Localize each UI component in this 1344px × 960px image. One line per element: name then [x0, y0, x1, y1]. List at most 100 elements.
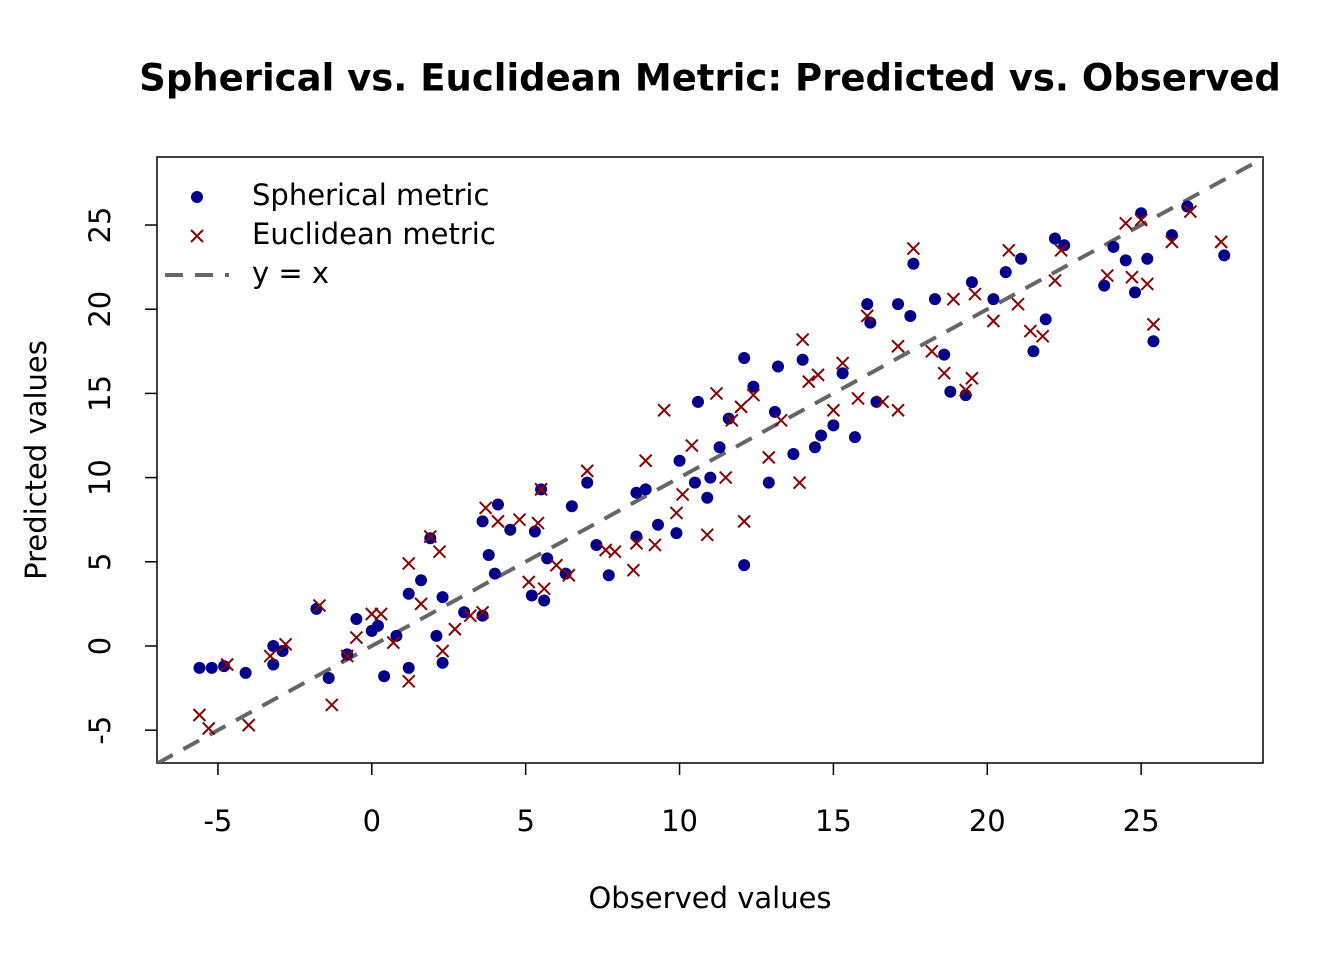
- point: [718, 470, 733, 485]
- point: [638, 454, 653, 468]
- point: [1119, 254, 1132, 267]
- point: [987, 293, 1000, 306]
- point: [738, 559, 751, 572]
- point: [312, 598, 327, 613]
- y-tick-label: -5: [83, 716, 117, 745]
- point: [725, 413, 739, 428]
- y-tick-label: 5: [83, 553, 117, 571]
- point: [928, 293, 941, 306]
- point: [220, 657, 234, 672]
- point: [424, 532, 437, 545]
- y-tick-label: 0: [83, 637, 117, 655]
- point: [1141, 252, 1154, 265]
- point: [746, 388, 761, 402]
- point: [673, 454, 686, 467]
- point: [1023, 324, 1038, 338]
- x-tick-label: 10: [661, 804, 698, 838]
- point: [1048, 232, 1061, 245]
- point: [488, 567, 501, 580]
- point: [861, 298, 874, 311]
- point: [826, 403, 841, 417]
- point: [1181, 200, 1194, 213]
- point: [1058, 239, 1071, 252]
- point: [851, 391, 865, 406]
- point: [1002, 243, 1016, 257]
- point: [278, 637, 293, 651]
- point: [436, 591, 449, 604]
- point: [629, 536, 644, 550]
- point: [860, 309, 874, 323]
- x-tick-label: 0: [363, 804, 381, 838]
- point: [811, 368, 825, 382]
- point: [458, 606, 471, 619]
- point: [1125, 270, 1139, 284]
- point: [374, 607, 388, 621]
- point: [192, 708, 207, 722]
- point: [1048, 273, 1062, 288]
- point: [738, 352, 751, 365]
- legend-label: Euclidean metric: [252, 217, 496, 251]
- point: [1027, 345, 1040, 358]
- point: [670, 527, 683, 540]
- point: [1098, 279, 1111, 292]
- y-tick-label: 15: [83, 375, 117, 412]
- legend-label: y = x: [252, 256, 329, 290]
- point: [836, 367, 849, 380]
- point: [657, 403, 671, 417]
- point: [1035, 329, 1050, 343]
- point: [478, 501, 493, 515]
- point: [999, 266, 1012, 279]
- point: [504, 523, 517, 536]
- point: [482, 549, 495, 562]
- point: [946, 292, 961, 306]
- point: [1054, 243, 1068, 257]
- point: [944, 385, 957, 398]
- point: [475, 605, 490, 620]
- x-tick-label: -5: [203, 804, 232, 838]
- point: [463, 608, 477, 623]
- point: [762, 476, 775, 489]
- point: [541, 552, 554, 565]
- point: [792, 475, 807, 490]
- point: [580, 464, 594, 478]
- point: [630, 530, 643, 543]
- point: [436, 656, 449, 669]
- point: [1128, 286, 1141, 299]
- point: [1039, 313, 1052, 326]
- plot-area: [157, 157, 1263, 763]
- y-tick-label: 20: [83, 291, 117, 328]
- point: [1107, 240, 1120, 253]
- point: [350, 613, 363, 626]
- point: [630, 486, 643, 499]
- point: [1165, 229, 1178, 242]
- point: [201, 721, 216, 736]
- point: [774, 413, 788, 428]
- point: [734, 400, 748, 414]
- point: [414, 597, 428, 611]
- point: [193, 661, 206, 674]
- point: [802, 374, 816, 389]
- point: [906, 241, 921, 256]
- point: [549, 558, 564, 572]
- point: [701, 491, 714, 504]
- point: [430, 629, 443, 642]
- point: [747, 380, 760, 393]
- point: [827, 419, 840, 432]
- point: [525, 589, 538, 602]
- point: [965, 371, 979, 385]
- plot-frame: [156, 156, 1264, 764]
- point: [241, 718, 256, 732]
- point: [534, 482, 548, 497]
- point: [415, 574, 428, 587]
- point: [448, 622, 462, 636]
- point: [639, 483, 652, 496]
- point: [476, 515, 489, 528]
- point: [704, 471, 717, 484]
- point: [1135, 207, 1148, 220]
- y-axis-label: Predicted values: [19, 340, 53, 580]
- point: [386, 635, 401, 650]
- point: [737, 514, 751, 529]
- point: [685, 438, 699, 453]
- point: [835, 356, 850, 370]
